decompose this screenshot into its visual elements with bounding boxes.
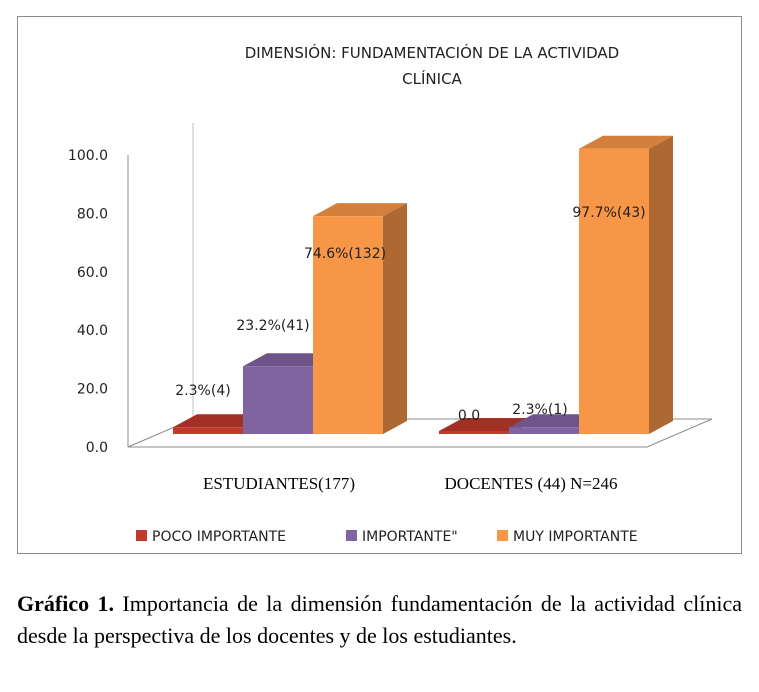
y-tick-label: 60.0 [77,265,108,281]
caption-text: Importancia de la dimensión fundamentaci… [17,591,742,648]
bar-chart: DIMENSIÓN: FUNDAMENTACIÓN DE LA ACTIVIDA… [68,43,713,545]
bar [173,427,243,434]
legend-label: POCO IMPORTANTE [152,529,286,545]
data-label: 0.0 [458,408,480,424]
y-tick-label: 40.0 [77,323,108,339]
bar [243,366,313,434]
data-label: 23.2%(41) [236,318,309,334]
x-category-label: DOCENTES (44) N=246 [445,474,618,493]
y-tick-label: 100.0 [68,148,108,164]
caption-label: Gráfico 1. [17,591,114,616]
legend-swatch [136,530,147,541]
data-label: 74.6%(132) [304,246,386,262]
legend-label: IMPORTANTE" [362,529,458,545]
bar-top [579,135,673,149]
y-tick-label: 20.0 [77,382,108,398]
x-category-label: ESTUDIANTES(177) [203,474,355,493]
y-tick-label: 0.0 [86,440,108,456]
data-label: 97.7%(43) [572,205,645,221]
data-label: 2.3%(4) [175,383,230,399]
bar-side [649,135,673,434]
figure-caption: Gráfico 1. Importancia de la dimensión f… [17,588,742,652]
bar [439,431,509,434]
chart-title-line2: CLÍNICA [402,69,462,88]
legend-label: MUY IMPORTANTE [513,529,638,545]
data-label: 2.3%(1) [512,402,567,418]
y-tick-label: 80.0 [77,206,108,222]
bar [579,148,649,434]
bar-side [383,203,407,434]
bar-top [313,203,407,217]
legend-swatch [346,530,357,541]
bar [509,427,579,434]
legend-swatch [497,530,508,541]
chart-title: DIMENSIÓN: FUNDAMENTACIÓN DE LA ACTIVIDA… [245,43,619,62]
bar [313,216,383,434]
